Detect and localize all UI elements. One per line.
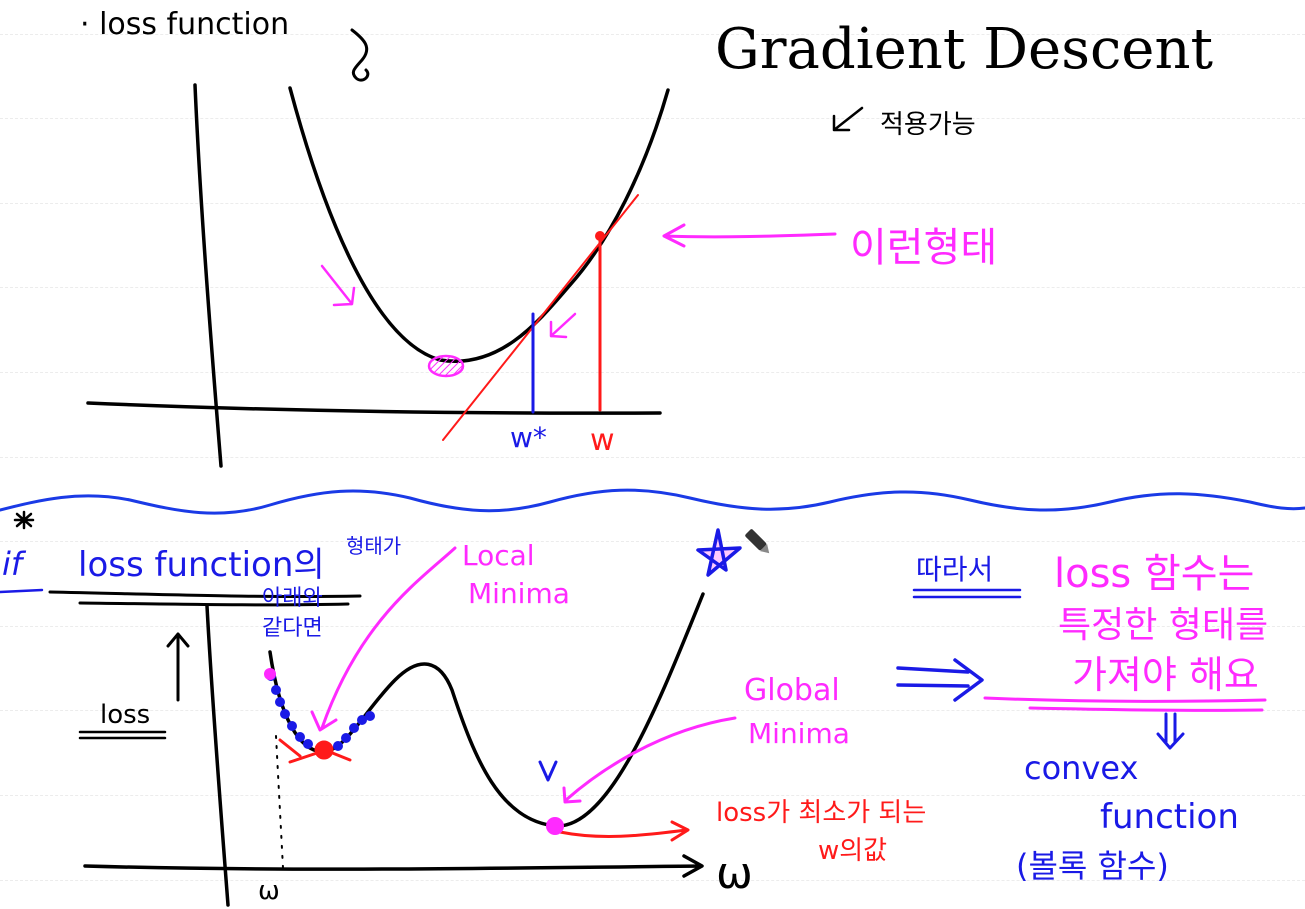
min-loss-note-1: loss가 최소가 되는 <box>716 798 927 828</box>
local-minima-label-2: Minima <box>468 577 570 610</box>
top-y-axis <box>193 83 223 468</box>
therefore-label: 따라서 <box>916 553 994 586</box>
condition-underline <box>48 590 362 607</box>
ruled-line <box>0 118 1305 119</box>
ruled-line <box>0 880 1305 881</box>
top-loss-curve <box>288 86 670 364</box>
w-star-label: w* <box>510 421 547 454</box>
convex-korean: (볼록 함수) <box>1016 847 1169 885</box>
condition-line3: 같다면 <box>262 616 323 641</box>
shape-pointer-arrow <box>662 223 837 248</box>
local-minima-label-1: Local <box>462 539 535 572</box>
ruled-line <box>0 34 1305 35</box>
condition-shape: 형태가 <box>346 534 402 558</box>
loss-function-heading: · loss function <box>80 7 290 42</box>
convex-label-1: convex <box>1024 749 1139 787</box>
page-title: Gradient Descent <box>715 17 1214 82</box>
ruled-line <box>0 626 1305 627</box>
global-minima-label-2: Minima <box>748 717 850 750</box>
applicable-arrow <box>832 106 864 132</box>
descent-arrow-left <box>320 264 356 307</box>
section-divider-wave <box>0 488 1305 515</box>
conclusion-line-1: loss 함수는 <box>1054 551 1255 597</box>
if-label: if <box>2 545 23 583</box>
ruled-line <box>0 287 1305 288</box>
conclusion-line-3: 가져야 해요 <box>1072 653 1259 697</box>
tangent-point <box>595 231 605 241</box>
ruled-line <box>0 457 1305 458</box>
top-x-axis <box>86 401 662 415</box>
pen-cursor-icon <box>745 529 770 554</box>
bottom-loss-curve <box>268 592 705 828</box>
global-minima-label-1: Global <box>744 673 840 708</box>
condition-text: loss function의 <box>78 545 325 585</box>
top-minimum-marker <box>427 354 465 378</box>
global-minima-pointer <box>562 716 737 804</box>
local-minimum-marker <box>314 740 334 760</box>
shape-note: 이런형태 <box>850 225 998 271</box>
ruled-line <box>0 795 1305 796</box>
local-oscillation-arrows <box>278 738 352 764</box>
ruled-line <box>0 541 1305 542</box>
if-underline <box>0 588 44 594</box>
ruled-line <box>0 203 1305 204</box>
v-check-mark <box>538 760 558 782</box>
w-dotted-line <box>275 735 284 869</box>
bottom-y-axis <box>205 604 230 907</box>
therefore-underline <box>912 588 1022 599</box>
w-label: w <box>590 423 615 458</box>
ruled-line <box>0 372 1305 373</box>
min-loss-note-2: w의값 <box>818 836 888 866</box>
asterisk-mark <box>13 510 35 530</box>
implies-arrow <box>896 658 984 702</box>
min-loss-arrow <box>558 820 690 842</box>
tangent-line <box>442 194 639 441</box>
local-descent-dots <box>266 671 375 751</box>
descent-arrow-right <box>549 312 577 339</box>
w-tick-label: ω <box>258 876 280 906</box>
condition-line2: 아래와 <box>262 586 323 611</box>
applicable-note: 적용가능 <box>880 110 976 140</box>
convex-label-2: function <box>1100 797 1239 837</box>
w-axis-label: ω <box>716 848 753 899</box>
loss-underline <box>78 730 167 740</box>
star-mark <box>696 528 742 577</box>
global-minimum-marker <box>546 817 564 835</box>
local-start-dot <box>264 668 276 680</box>
squiggle-arrow <box>350 28 370 82</box>
bottom-x-axis <box>83 854 704 878</box>
loss-axis-label: loss <box>100 700 151 730</box>
loss-up-arrow <box>166 632 190 702</box>
down-implies-arrow <box>1156 712 1185 750</box>
conclusion-line-2: 특정한 형태를 <box>1058 605 1269 646</box>
local-minima-pointer <box>310 546 457 732</box>
conclusion-underline <box>983 696 1267 712</box>
